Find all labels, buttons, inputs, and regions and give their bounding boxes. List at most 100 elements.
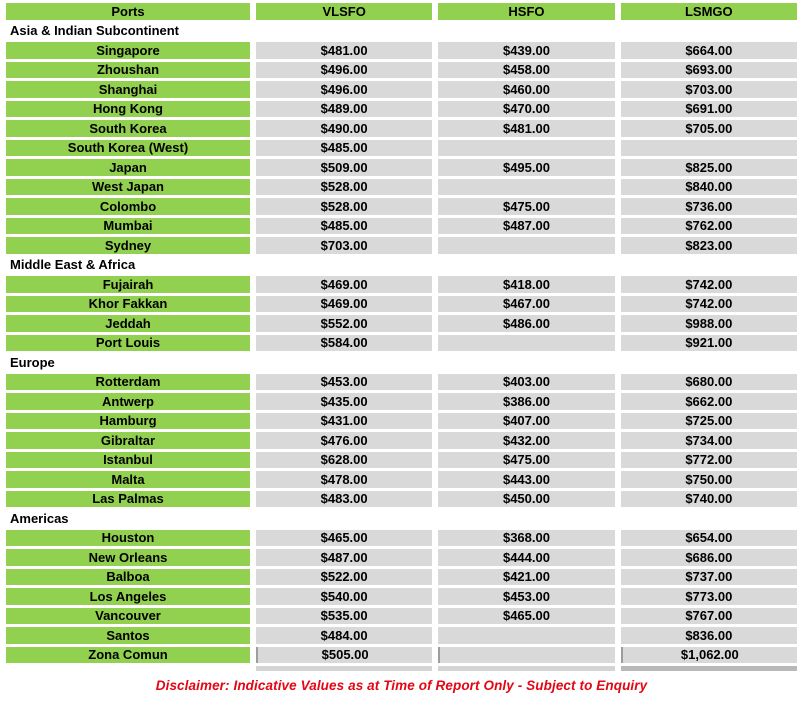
hsfo-cell: $475.00 <box>438 198 615 215</box>
lsmgo-cell: $654.00 <box>620 529 797 546</box>
hsfo-cell: $475.00 <box>438 451 615 468</box>
port-cell: South Korea (West) <box>6 139 250 156</box>
region-label: Middle East & Africa <box>6 256 797 273</box>
port-cell: Santos <box>6 627 250 644</box>
hsfo-cell: $450.00 <box>438 490 615 507</box>
vlsfo-cell: $469.00 <box>255 295 433 312</box>
vlsfo-cell: $490.00 <box>255 120 433 137</box>
partial-bottom-row <box>6 666 797 671</box>
hsfo-cell: $465.00 <box>438 607 615 624</box>
region-row: Asia & Indian Subcontinent <box>6 22 797 39</box>
vlsfo-cell: $540.00 <box>255 588 433 605</box>
lsmgo-cell: $703.00 <box>620 81 797 98</box>
port-row: South Korea $490.00 $481.00 $705.00 <box>6 120 797 137</box>
hsfo-cell: $470.00 <box>438 100 615 117</box>
port-row: Khor Fakkan $469.00 $467.00 $742.00 <box>6 295 797 312</box>
port-cell: Vancouver <box>6 607 250 624</box>
port-cell: Port Louis <box>6 334 250 351</box>
lsmgo-cell: $742.00 <box>620 295 797 312</box>
lsmgo-cell: $693.00 <box>620 61 797 78</box>
hsfo-cell: $368.00 <box>438 529 615 546</box>
vlsfo-cell: $431.00 <box>255 412 433 429</box>
lsmgo-cell: $762.00 <box>620 217 797 234</box>
table-body: Asia & Indian Subcontinent Singapore $481.… <box>6 22 797 671</box>
vlsfo-cell: $528.00 <box>255 178 433 195</box>
port-cell: Jeddah <box>6 315 250 332</box>
hsfo-cell: $453.00 <box>438 588 615 605</box>
hsfo-cell <box>438 627 615 644</box>
lsmgo-cell: $988.00 <box>620 315 797 332</box>
lsmgo-cell: $737.00 <box>620 568 797 585</box>
vlsfo-cell: $584.00 <box>255 334 433 351</box>
region-label: Asia & Indian Subcontinent <box>6 22 797 39</box>
port-cell: Khor Fakkan <box>6 295 250 312</box>
vlsfo-cell: $484.00 <box>255 627 433 644</box>
lsmgo-cell: $705.00 <box>620 120 797 137</box>
port-row: Fujairah $469.00 $418.00 $742.00 <box>6 276 797 293</box>
hsfo-cell: $487.00 <box>438 217 615 234</box>
port-cell: Singapore <box>6 42 250 59</box>
partial-hsfo-cell <box>438 666 615 671</box>
hsfo-cell: $432.00 <box>438 432 615 449</box>
port-cell: Balboa <box>6 568 250 585</box>
region-label: Americas <box>6 510 797 527</box>
vlsfo-cell: $535.00 <box>255 607 433 624</box>
port-cell: Malta <box>6 471 250 488</box>
lsmgo-cell: $725.00 <box>620 412 797 429</box>
vlsfo-cell: $496.00 <box>255 61 433 78</box>
vlsfo-cell: $453.00 <box>255 373 433 390</box>
port-cell: South Korea <box>6 120 250 137</box>
port-row: Los Angeles $540.00 $453.00 $773.00 <box>6 588 797 605</box>
lsmgo-cell: $836.00 <box>620 627 797 644</box>
lsmgo-cell: $767.00 <box>620 607 797 624</box>
port-cell: Houston <box>6 529 250 546</box>
hsfo-cell: $467.00 <box>438 295 615 312</box>
lsmgo-cell: $680.00 <box>620 373 797 390</box>
lsmgo-cell: $773.00 <box>620 588 797 605</box>
lsmgo-cell: $1,062.00 <box>620 646 797 663</box>
hsfo-cell: $443.00 <box>438 471 615 488</box>
column-header-lsmgo: LSMGO <box>620 3 797 20</box>
port-row: South Korea (West) $485.00 <box>6 139 797 156</box>
lsmgo-cell: $742.00 <box>620 276 797 293</box>
vlsfo-cell: $489.00 <box>255 100 433 117</box>
port-row: Gibraltar $476.00 $432.00 $734.00 <box>6 432 797 449</box>
lsmgo-cell: $734.00 <box>620 432 797 449</box>
port-cell: Hong Kong <box>6 100 250 117</box>
hsfo-cell <box>438 646 615 663</box>
port-cell: Istanbul <box>6 451 250 468</box>
vlsfo-cell: $496.00 <box>255 81 433 98</box>
vlsfo-cell: $487.00 <box>255 549 433 566</box>
vlsfo-cell: $469.00 <box>255 276 433 293</box>
hsfo-cell: $418.00 <box>438 276 615 293</box>
port-cell: Rotterdam <box>6 373 250 390</box>
port-cell: Mumbai <box>6 217 250 234</box>
lsmgo-cell: $921.00 <box>620 334 797 351</box>
vlsfo-cell: $465.00 <box>255 529 433 546</box>
port-row: Rotterdam $453.00 $403.00 $680.00 <box>6 373 797 390</box>
hsfo-cell: $403.00 <box>438 373 615 390</box>
port-row: Mumbai $485.00 $487.00 $762.00 <box>6 217 797 234</box>
port-row: West Japan $528.00 $840.00 <box>6 178 797 195</box>
port-row: Santos $484.00 $836.00 <box>6 627 797 644</box>
vlsfo-cell: $505.00 <box>255 646 433 663</box>
port-row: Istanbul $628.00 $475.00 $772.00 <box>6 451 797 468</box>
hsfo-cell: $486.00 <box>438 315 615 332</box>
port-row: Colombo $528.00 $475.00 $736.00 <box>6 198 797 215</box>
port-cell: New Orleans <box>6 549 250 566</box>
port-row: Zhoushan $496.00 $458.00 $693.00 <box>6 61 797 78</box>
vlsfo-cell: $485.00 <box>255 139 433 156</box>
header-row: Ports VLSFO HSFO LSMGO <box>6 3 797 20</box>
vlsfo-cell: $628.00 <box>255 451 433 468</box>
port-row: Malta $478.00 $443.00 $750.00 <box>6 471 797 488</box>
port-cell: Zhoushan <box>6 61 250 78</box>
column-header-ports: Ports <box>6 3 250 20</box>
region-label: Europe <box>6 354 797 371</box>
vlsfo-cell: $476.00 <box>255 432 433 449</box>
lsmgo-cell: $750.00 <box>620 471 797 488</box>
vlsfo-cell: $481.00 <box>255 42 433 59</box>
port-cell: Shanghai <box>6 81 250 98</box>
hsfo-cell: $444.00 <box>438 549 615 566</box>
port-cell: Japan <box>6 159 250 176</box>
lsmgo-cell: $686.00 <box>620 549 797 566</box>
